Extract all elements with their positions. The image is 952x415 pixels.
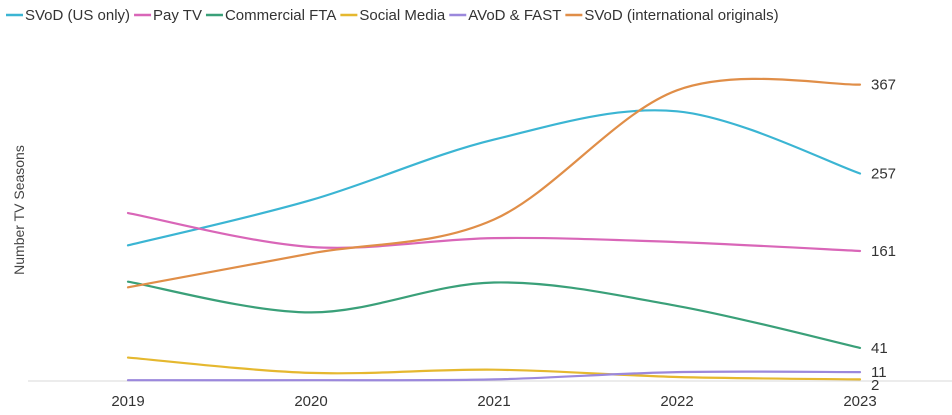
y-axis-label: Number TV Seasons (11, 145, 27, 275)
series-group (126, 77, 862, 382)
series-line (126, 370, 862, 382)
x-tick-label: 2023 (843, 393, 876, 410)
chart-legend: SVoD (US only) Pay TV Commercial FTA Social… (6, 7, 779, 24)
series-line (126, 109, 862, 247)
end-value-label: 2 (871, 377, 879, 394)
end-value-label: 257 (871, 165, 896, 182)
end-value-label: 41 (871, 340, 888, 357)
series-line (126, 356, 862, 381)
x-tick-label: 2022 (660, 393, 693, 410)
series-line (126, 211, 862, 253)
series-line (126, 280, 862, 349)
end-value-label: 367 (871, 77, 896, 94)
end-labels: 367 257 161 41 112 (871, 77, 896, 394)
x-tick-label: 2019 (111, 393, 144, 410)
end-value-label: 161 (871, 243, 896, 260)
x-tick-label: 2020 (294, 393, 327, 410)
legend-label: Commercial FTA (225, 7, 336, 24)
legend-label: Pay TV (153, 7, 202, 24)
series-line (126, 77, 862, 289)
x-axis-ticks: 2019 2020 2021 2022 2023 (111, 393, 876, 410)
legend-label: Social Media (359, 7, 446, 24)
legend-label: SVoD (international originals) (584, 7, 778, 24)
legend-label: SVoD (US only) (25, 7, 130, 24)
legend-label: AVoD & FAST (468, 7, 561, 24)
x-tick-label: 2021 (477, 393, 510, 410)
end-value-label: 11 (871, 364, 887, 381)
